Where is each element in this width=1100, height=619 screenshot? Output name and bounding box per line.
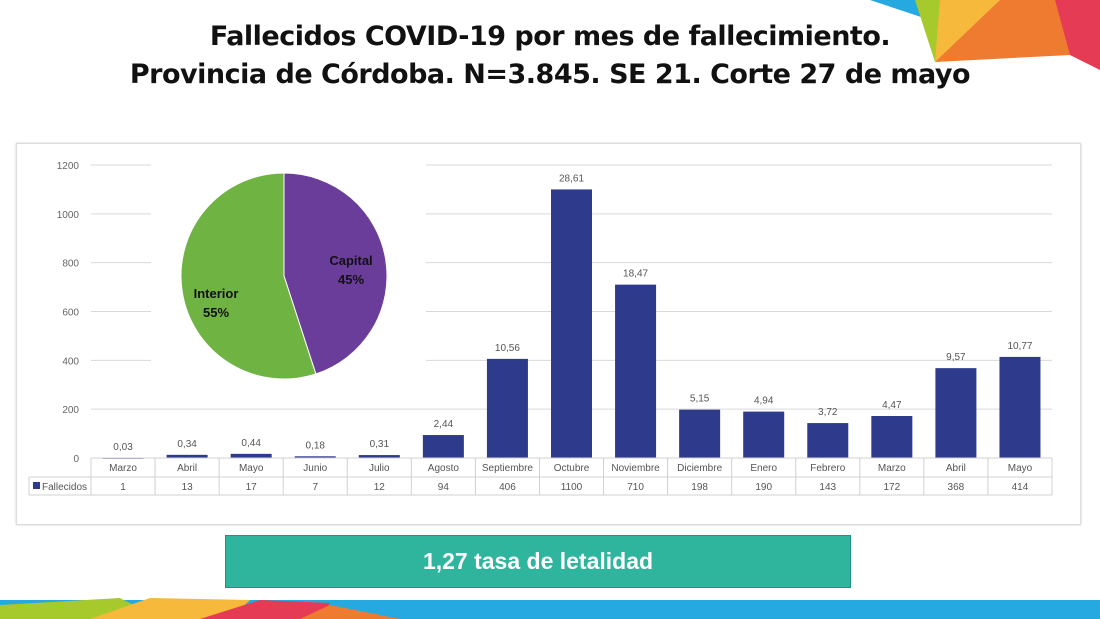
- category-label: Abril: [946, 463, 966, 474]
- table-value: 17: [246, 482, 258, 493]
- y-tick-label: 1200: [57, 161, 80, 172]
- bar: [615, 284, 657, 458]
- table-value: 94: [438, 482, 450, 493]
- data-label: 0,03: [113, 442, 133, 453]
- bar: [999, 356, 1041, 458]
- category-label: Febrero: [810, 463, 845, 474]
- bar: [679, 409, 721, 458]
- data-label: 0,34: [177, 439, 197, 450]
- category-label: Marzo: [109, 463, 137, 474]
- category-label: Junio: [303, 463, 327, 474]
- data-label: 3,72: [818, 407, 838, 418]
- category-label: Septiembre: [482, 463, 534, 474]
- category-label: Julio: [369, 463, 390, 474]
- legend-swatch: [33, 482, 40, 489]
- table-value: 143: [819, 482, 836, 493]
- pie-percent: 55%: [203, 305, 229, 320]
- pie-label: Capital: [329, 253, 372, 268]
- data-label: 28,61: [559, 173, 584, 184]
- bar: [743, 411, 785, 458]
- data-label: 2,44: [434, 419, 454, 430]
- chart-container: 0 200 400 600 800 1000 1200 0,03 0,34 0,44 0,18 0,3…: [16, 143, 1081, 525]
- data-label: 0,44: [241, 438, 261, 449]
- data-label: 10,77: [1007, 341, 1032, 352]
- bar: [935, 368, 977, 458]
- data-label: 9,57: [946, 352, 966, 363]
- bar: [807, 423, 849, 458]
- data-label: 4,47: [882, 400, 902, 411]
- category-label: Octubre: [554, 463, 590, 474]
- bar: [230, 453, 272, 458]
- data-label: 18,47: [623, 269, 648, 280]
- pie-slice-capital: [283, 172, 388, 375]
- data-label: 4,94: [754, 396, 774, 407]
- y-tick-label: 800: [62, 259, 79, 270]
- table-value: 1100: [561, 482, 583, 493]
- data-label: 5,15: [690, 394, 710, 405]
- bar: [358, 455, 400, 458]
- title-line-2: Provincia de Córdoba. N=3.845. SE 21. Co…: [129, 59, 971, 90]
- bar: [166, 454, 208, 458]
- title-line-1: Fallecidos COVID-19 por mes de fallecimi…: [209, 21, 891, 52]
- table-value: 13: [182, 482, 194, 493]
- y-tick-label: 0: [73, 454, 79, 465]
- pie-label: Interior: [194, 286, 239, 301]
- y-tick-label: 600: [62, 308, 79, 319]
- table-value: 406: [499, 482, 516, 493]
- table-value: 12: [374, 482, 386, 493]
- table-value: 198: [691, 482, 708, 493]
- bar: [486, 358, 528, 458]
- table-value: 414: [1012, 482, 1029, 493]
- category-label: Mayo: [239, 463, 264, 474]
- lethality-banner: 1,27 tasa de letalidad: [225, 535, 851, 588]
- category-label: Mayo: [1008, 463, 1033, 474]
- table-value: 7: [312, 482, 318, 493]
- category-label: Abril: [177, 463, 197, 474]
- data-label: 10,56: [495, 343, 520, 354]
- category-label: Enero: [750, 463, 777, 474]
- table-value: 368: [948, 482, 965, 493]
- bar: [294, 456, 336, 458]
- category-label: Diciembre: [677, 463, 722, 474]
- data-label: 0,18: [305, 440, 325, 451]
- bar: [550, 189, 593, 458]
- y-tick-label: 1000: [57, 210, 80, 221]
- category-label: Agosto: [428, 463, 460, 474]
- y-tick-label: 200: [62, 405, 79, 416]
- pie-percent: 45%: [338, 272, 364, 287]
- legend-label: Fallecidos: [42, 482, 87, 493]
- y-tick-label: 400: [62, 356, 79, 367]
- bar: [422, 435, 464, 458]
- data-label: 0,31: [370, 439, 390, 450]
- pie-slice-interior: [180, 172, 317, 380]
- chart: 0 200 400 600 800 1000 1200 0,03 0,34 0,44 0,18 0,3…: [28, 151, 1053, 496]
- page-title: Fallecidos COVID-19 por mes de fallecimi…: [0, 18, 1100, 94]
- table-value: 190: [755, 482, 772, 493]
- category-label: Marzo: [878, 463, 906, 474]
- table-value: 710: [627, 482, 644, 493]
- table-value: 1: [120, 482, 126, 493]
- table-value: 172: [883, 482, 900, 493]
- category-label: Noviembre: [611, 463, 660, 474]
- bar: [871, 416, 913, 458]
